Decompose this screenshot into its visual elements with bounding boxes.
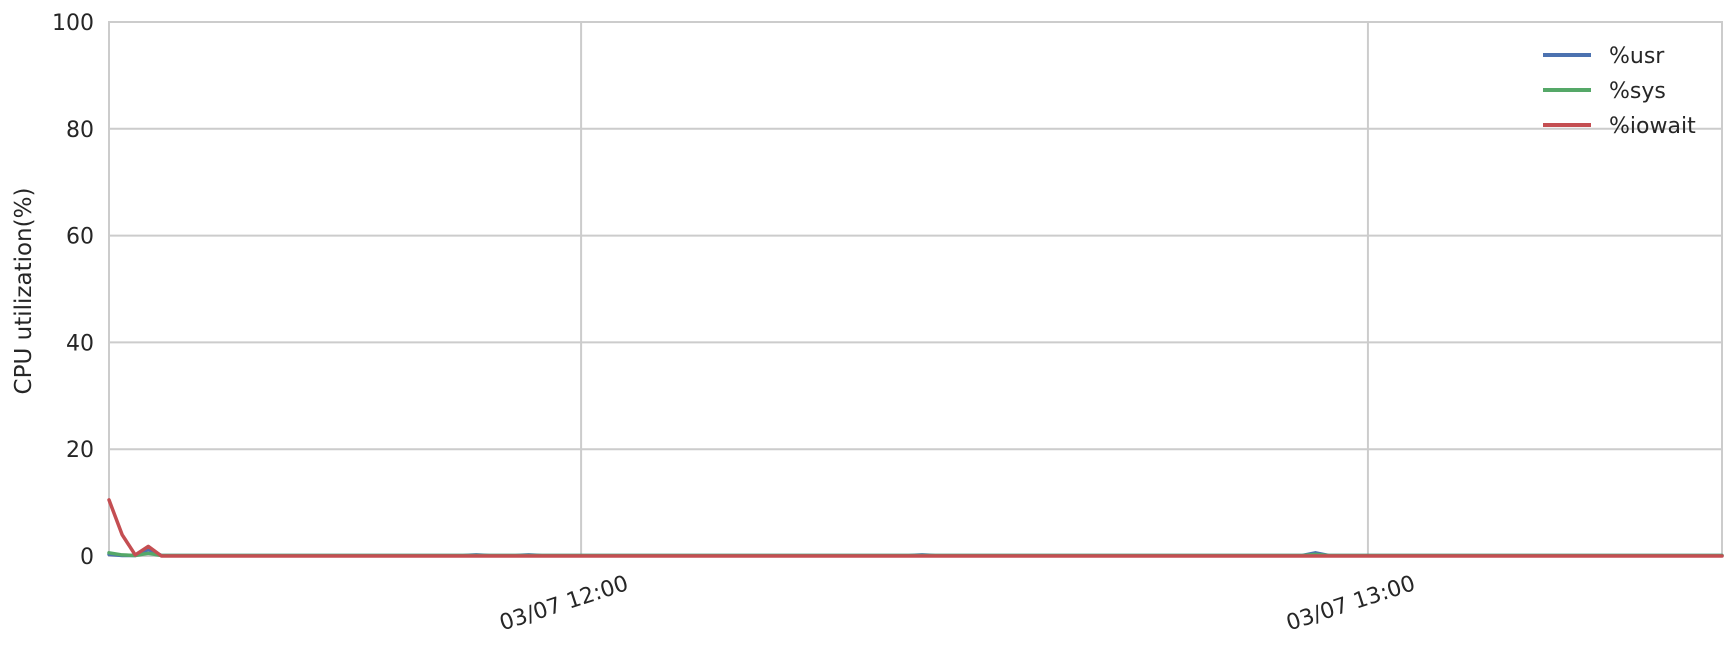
legend: %usr %sys %iowait bbox=[1543, 44, 1696, 139]
series-line-iowait bbox=[107, 498, 1724, 558]
x-tick-label: 03/07 12:00 bbox=[497, 571, 632, 636]
y-tick-label: 80 bbox=[66, 118, 94, 143]
legend-label: %usr bbox=[1609, 44, 1665, 69]
y-tick-label: 40 bbox=[66, 331, 94, 356]
series-lines bbox=[107, 498, 1724, 558]
y-tick-label: 0 bbox=[80, 545, 94, 570]
grid bbox=[108, 21, 1723, 557]
y-tick-label: 100 bbox=[52, 11, 94, 36]
legend-label: %sys bbox=[1609, 79, 1666, 104]
y-tick-label: 60 bbox=[66, 225, 94, 250]
axes: 0 20 40 60 80 100 03/07 12:00 03/07 13:00 bbox=[52, 11, 1418, 636]
legend-label: %iowait bbox=[1609, 114, 1696, 139]
y-axis-label: CPU utilization(%) bbox=[11, 188, 37, 395]
plot-frame bbox=[108, 21, 1723, 557]
x-tick-label: 03/07 13:00 bbox=[1283, 571, 1418, 636]
y-tick-label: 20 bbox=[66, 438, 94, 463]
